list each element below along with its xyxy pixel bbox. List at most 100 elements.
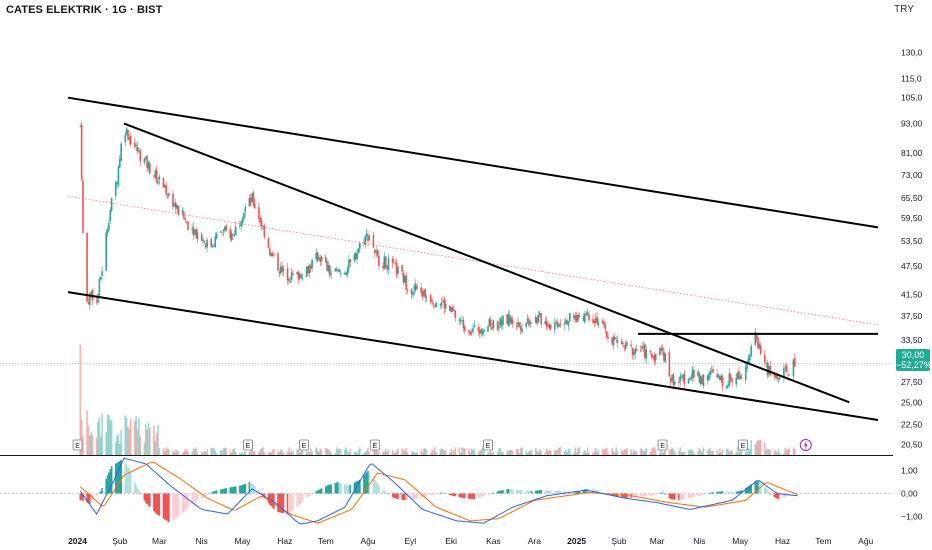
macd-histogram-bar	[735, 491, 737, 494]
macd-histogram-bar	[416, 493, 418, 500]
candle-body	[353, 254, 356, 261]
candle-body	[315, 252, 317, 259]
macd-histogram-bar	[414, 493, 417, 500]
candle-body	[479, 330, 481, 334]
macd-histogram-bar	[547, 490, 549, 494]
macd-histogram-bar	[660, 492, 662, 494]
volume-bar	[412, 451, 414, 455]
macd-histogram-bar	[273, 493, 275, 509]
volume-bar	[147, 422, 150, 455]
macd-histogram-bar	[434, 493, 436, 495]
macd-histogram-bar	[374, 479, 376, 494]
candle-body	[404, 276, 406, 283]
volume-bar	[616, 451, 619, 455]
volume-bar	[174, 450, 177, 455]
volume-bar	[641, 449, 643, 455]
y-tick-label: 27,50	[901, 377, 923, 387]
volume-bar	[127, 426, 129, 455]
candle-body	[653, 355, 656, 362]
volume-bar	[424, 448, 427, 455]
candle-body	[462, 320, 465, 329]
x-tick-label: Haz	[277, 536, 292, 546]
macd-histogram-bar	[459, 493, 462, 498]
volume-bar	[630, 449, 632, 455]
macd-histogram-bar	[712, 492, 714, 494]
volume-bar	[526, 452, 529, 455]
macd-histogram-bar	[412, 493, 414, 500]
candle-body	[222, 229, 225, 232]
candle-body	[432, 303, 435, 305]
macd-histogram-bar	[277, 493, 279, 513]
candle-body	[784, 366, 787, 368]
volume-bar	[682, 452, 684, 455]
candle-body	[435, 302, 437, 308]
candle-body	[689, 378, 691, 380]
volume-bar	[764, 442, 766, 455]
candle-body	[509, 315, 511, 323]
macd-histogram-bar	[89, 493, 91, 504]
candle-body	[157, 181, 159, 184]
macd-histogram-bar	[173, 493, 176, 520]
macd-histogram-bar	[203, 493, 206, 497]
volume-bar	[736, 447, 739, 455]
volume-bar	[210, 448, 212, 455]
volume-bar	[129, 419, 132, 455]
volume-bar	[416, 451, 418, 455]
macd-histogram-bar	[136, 488, 139, 494]
volume-bar	[492, 451, 495, 455]
macd-histogram-bar	[406, 493, 409, 501]
macd-histogram-bar	[672, 493, 675, 500]
volume-bar	[472, 449, 474, 455]
candle-body	[386, 265, 388, 270]
volume-bar	[232, 449, 234, 455]
volume-bar	[354, 451, 357, 455]
volume-bar	[449, 452, 451, 455]
candle-body	[777, 377, 780, 379]
volume-bar	[260, 448, 263, 455]
macd-histogram-bar	[129, 471, 132, 494]
candle-body	[251, 193, 253, 202]
macd-histogram-bar	[363, 475, 365, 494]
y-tick-label: 130,0	[901, 47, 923, 57]
macd-histogram-bar	[674, 493, 676, 500]
candle-body	[286, 268, 289, 281]
volume-bar	[654, 449, 657, 455]
candle-body	[691, 369, 694, 379]
candle-body	[765, 362, 767, 364]
macd-histogram-bar	[642, 493, 645, 497]
volume-bar	[286, 451, 289, 455]
volume-bar	[221, 450, 223, 455]
macd-histogram-bar	[601, 492, 604, 494]
volume-bar	[525, 451, 527, 455]
volume-bar	[382, 451, 384, 455]
volume-bar	[345, 447, 347, 455]
volume-bar	[368, 451, 371, 455]
volume-bar	[404, 450, 406, 455]
volume-bar	[740, 450, 743, 455]
candle-body	[788, 374, 791, 376]
candle-body	[168, 193, 170, 196]
volume-bar	[206, 448, 208, 455]
volume-bar	[442, 449, 444, 455]
candle-body	[273, 254, 275, 256]
macd-histogram-bar	[210, 492, 212, 494]
macd-histogram-bar	[663, 493, 665, 494]
macd-histogram-bar	[526, 490, 529, 494]
candle-body	[327, 265, 330, 272]
macd-histogram-bar	[710, 492, 713, 494]
volume-bar	[766, 448, 769, 455]
candle-body	[449, 305, 451, 311]
volume-bar	[397, 448, 399, 455]
macd-histogram-bar	[506, 489, 508, 494]
candle-body	[556, 321, 559, 327]
candle-body	[654, 353, 657, 361]
macd-histogram-bar	[729, 492, 732, 494]
earnings-marker	[738, 439, 748, 451]
candle-body	[645, 349, 647, 359]
candle-body	[577, 314, 579, 321]
volume-bar	[348, 452, 350, 455]
candle-body	[641, 346, 643, 349]
macd-histogram-bar	[372, 477, 375, 494]
macd-histogram-bar	[401, 493, 403, 500]
